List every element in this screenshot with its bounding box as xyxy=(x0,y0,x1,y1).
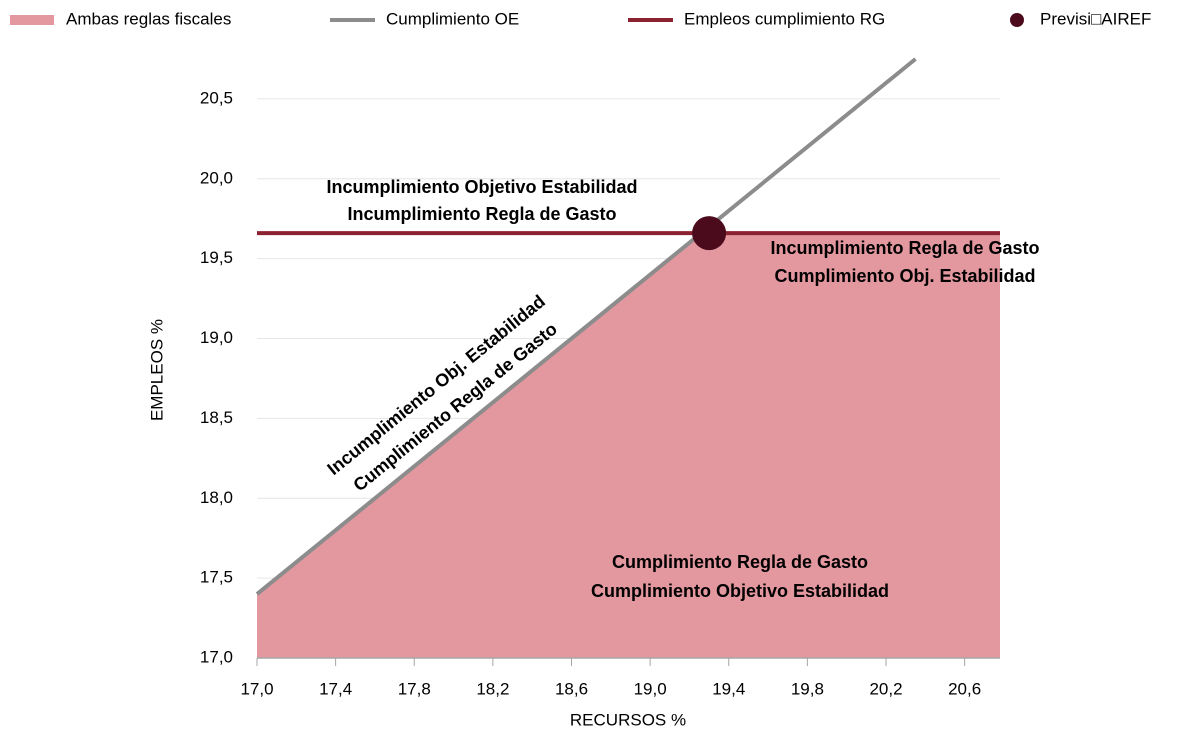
x-axis-title: RECURSOS % xyxy=(570,710,686,729)
x-tick-label: 17,4 xyxy=(319,679,352,698)
point xyxy=(692,216,727,251)
y-axis-title: EMPLEOS % xyxy=(147,319,166,421)
y-tick-label: 17,0 xyxy=(200,647,233,666)
annotation: Cumplimiento Obj. Estabilidad xyxy=(774,266,1035,286)
x-tick-label: 18,2 xyxy=(476,679,509,698)
y-tick-label: 20,0 xyxy=(200,168,233,187)
y-tick-label: 18,0 xyxy=(200,488,233,507)
annotation: Cumplimiento Objetivo Estabilidad xyxy=(591,581,889,601)
annotation: Cumplimiento Regla de Gasto xyxy=(612,552,868,572)
x-tick-label: 19,8 xyxy=(791,679,824,698)
legend-swatch xyxy=(1010,13,1024,27)
area xyxy=(257,233,1000,659)
y-tick-label: 18,5 xyxy=(200,408,233,427)
legend-label: Ambas reglas fiscales xyxy=(66,9,231,28)
x-tick-label: 20,6 xyxy=(948,679,981,698)
x-tick-label: 17,0 xyxy=(240,679,273,698)
legend-label: Previsi□AIREF xyxy=(1040,9,1151,28)
annotation: Incumplimiento Objetivo Estabilidad xyxy=(326,177,637,197)
legend-swatch xyxy=(10,15,54,25)
annotation: Incumplimiento Regla de Gasto xyxy=(770,238,1039,258)
y-tick-label: 20,5 xyxy=(200,88,233,107)
line xyxy=(255,57,917,596)
x-tick-label: 20,2 xyxy=(869,679,902,698)
y-tick-label: 19,0 xyxy=(200,328,233,347)
annotation: Incumplimiento Regla de Gasto xyxy=(347,204,616,224)
x-tick-label: 17,8 xyxy=(398,679,431,698)
y-tick-label: 17,5 xyxy=(200,568,233,587)
x-tick-label: 19,4 xyxy=(712,679,745,698)
legend-label: Empleos cumplimiento RG xyxy=(684,9,885,28)
x-tick-label: 19,0 xyxy=(634,679,667,698)
y-tick-label: 19,5 xyxy=(200,248,233,267)
x-tick-label: 18,6 xyxy=(555,679,588,698)
legend-label: Cumplimiento OE xyxy=(386,9,519,28)
